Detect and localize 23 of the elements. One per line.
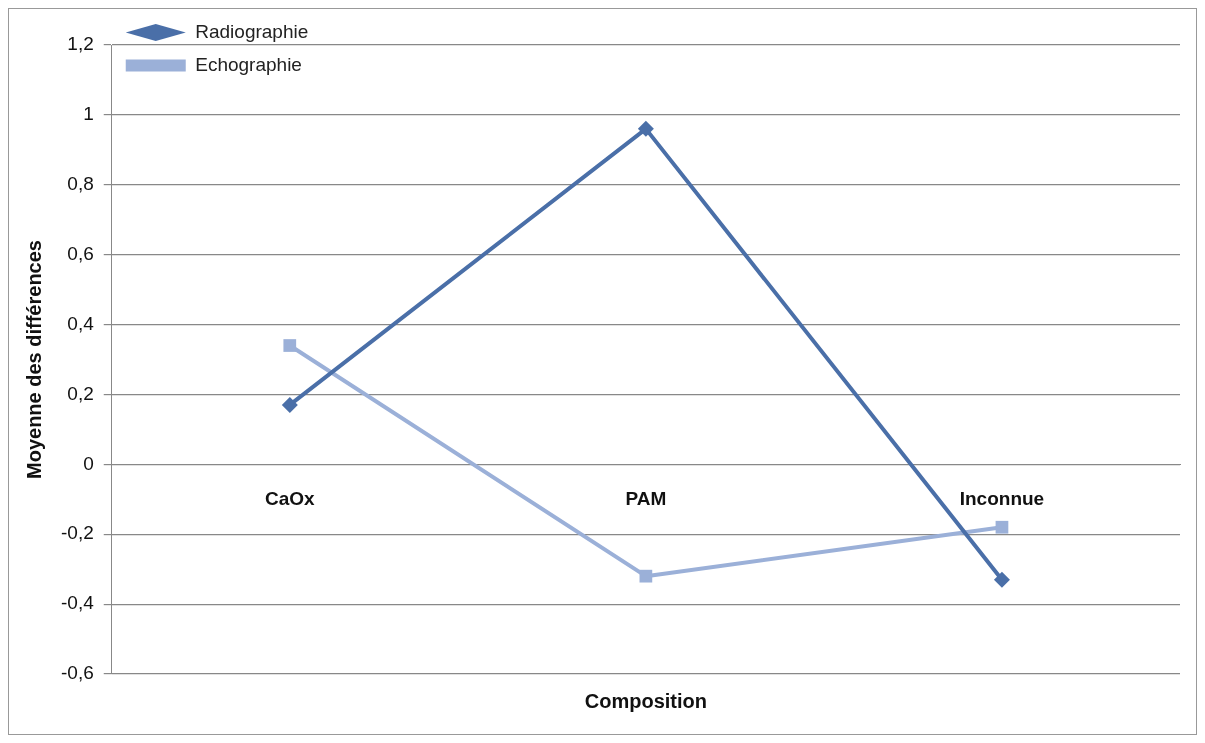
y-tick-label: 0 xyxy=(83,452,94,474)
y-axis-title: Moyenne des différences xyxy=(22,240,45,479)
y-tick-label: 0,6 xyxy=(67,242,94,264)
x-tick-label: Inconnue xyxy=(959,487,1045,509)
point xyxy=(281,396,298,413)
y-tick-label: 1,2 xyxy=(67,33,94,55)
y-tick-label: 0,2 xyxy=(67,382,94,404)
y-tick-label: 1 xyxy=(83,103,94,125)
y-tick-label: -0,4 xyxy=(60,592,95,614)
y-tick-label: 0,4 xyxy=(67,312,95,334)
legend-label: Radiographie xyxy=(195,20,309,42)
y-tick-label: -0,2 xyxy=(60,522,94,544)
x-tick-label: PAM xyxy=(625,487,667,509)
x-axis-title: Composition xyxy=(584,689,707,712)
point xyxy=(995,520,1009,534)
point xyxy=(993,571,1010,588)
point xyxy=(283,339,297,352)
point xyxy=(639,569,653,583)
legend-label: Echographie xyxy=(195,53,302,75)
y-tick-label: -0,6 xyxy=(60,662,94,684)
y-tick-label: 0,8 xyxy=(67,173,94,195)
x-tick-label: CaOx xyxy=(264,487,316,509)
point xyxy=(637,120,654,137)
